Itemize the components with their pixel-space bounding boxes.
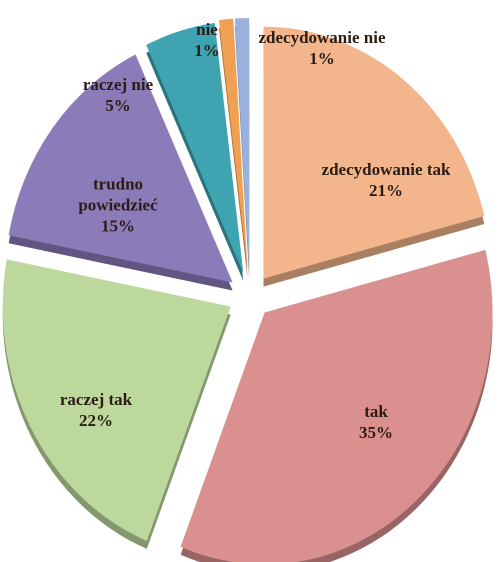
slice bbox=[8, 54, 233, 283]
value-label: 15% bbox=[101, 216, 135, 236]
category-label: raczej nie bbox=[82, 75, 154, 94]
slice bbox=[180, 249, 493, 562]
slice bbox=[263, 26, 485, 279]
slice bbox=[2, 259, 231, 541]
category-label: tak bbox=[364, 402, 388, 421]
value-label: 1% bbox=[309, 49, 335, 68]
value-label: 35% bbox=[359, 423, 393, 442]
category-label: raczej tak bbox=[59, 390, 133, 409]
slice bbox=[218, 18, 248, 271]
category-label: zdecydowanie nie bbox=[258, 28, 386, 47]
slice-label: trudno powiedzieć 15% bbox=[63, 174, 173, 237]
slice-label: raczej nie 5% bbox=[63, 74, 173, 116]
value-label: 22% bbox=[79, 411, 113, 430]
slice-side bbox=[218, 26, 248, 279]
category-label: zdecydowanie tak bbox=[321, 160, 451, 179]
slice bbox=[234, 18, 250, 271]
value-label: 21% bbox=[369, 181, 403, 200]
slice bbox=[146, 22, 244, 273]
value-label: 1% bbox=[194, 41, 220, 60]
slice-label: zdecydowanie nie 1% bbox=[222, 27, 422, 69]
slice-label: tak 35% bbox=[336, 401, 416, 443]
category-label: trudno powiedzieć bbox=[78, 174, 158, 215]
slice-label: zdecydowanie tak 21% bbox=[286, 159, 486, 201]
slice-label: nie 1% bbox=[187, 19, 227, 61]
slice-label: raczej tak 22% bbox=[41, 389, 151, 431]
value-label: 5% bbox=[105, 96, 131, 115]
category-label: nie bbox=[196, 20, 218, 39]
